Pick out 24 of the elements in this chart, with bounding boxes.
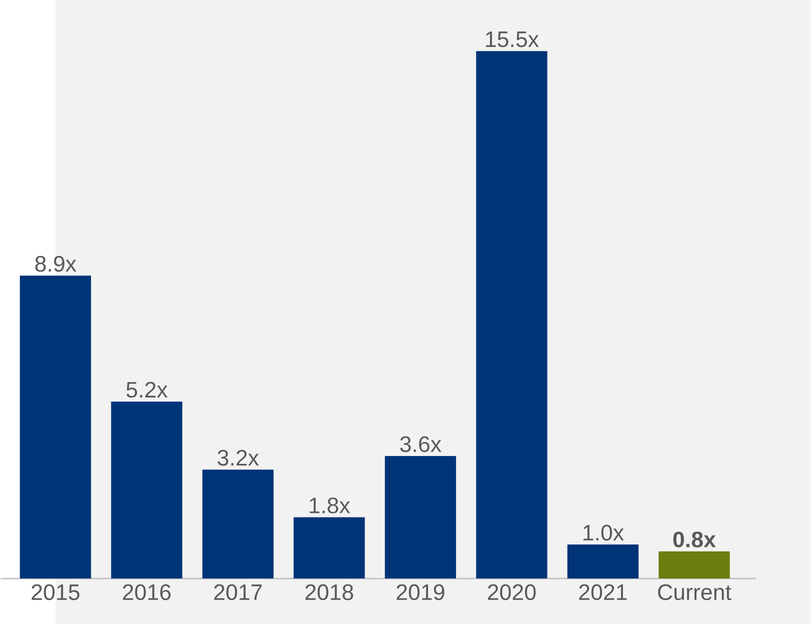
data-label: 1.0x [584, 524, 624, 540]
bar [658, 551, 730, 578]
x-tick-label: 2019 [396, 584, 444, 600]
x-tick-label: Current [658, 584, 732, 600]
bar [111, 401, 182, 578]
x-tick-label: 2015 [32, 584, 80, 600]
bar [476, 50, 548, 578]
data-label: 3.6x [400, 436, 442, 452]
x-tick-label: 2016 [122, 584, 171, 600]
x-tick-label: 2021 [579, 584, 627, 600]
bar [567, 544, 639, 578]
bar [20, 276, 92, 578]
data-label: 3.2x [218, 450, 259, 466]
bar [202, 470, 274, 578]
x-tick-label: 2018 [305, 584, 354, 600]
x-tick-label: 2020 [488, 584, 536, 600]
x-tick-label: 2017 [214, 584, 262, 600]
data-label: 0.8x [673, 531, 716, 548]
data-label: 15.5x [486, 31, 539, 48]
data-label: 1.8x [310, 497, 350, 514]
bar [294, 517, 365, 578]
data-label: 5.2x [126, 382, 168, 398]
bar [384, 456, 456, 578]
data-label: 8.9x [35, 256, 76, 272]
